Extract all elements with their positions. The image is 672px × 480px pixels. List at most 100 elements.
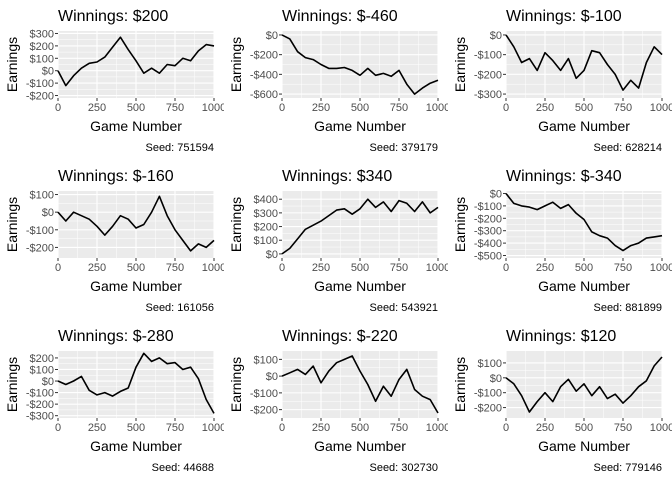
y-tick-label: $0 <box>266 371 278 383</box>
chart-title: Winnings: $340 <box>282 168 392 185</box>
seed-caption: Seed: 881899 <box>593 302 662 314</box>
y-tick-label: $0 <box>266 30 278 42</box>
chart-panel: 0 250 500 750 1000 -$200 -$100 $0 $100 Winnings: … <box>0 160 224 320</box>
x-axis-label: Game Number <box>314 278 406 294</box>
chart-panel: 0 250 500 750 1000 -$300 -$200 -$100 $0 Winnings:… <box>448 0 672 160</box>
y-tick-label: $0 <box>42 66 54 78</box>
y-axis-label: Earnings <box>452 197 468 252</box>
y-tick-label: $0 <box>266 249 278 261</box>
x-tick-label: 500 <box>575 102 593 114</box>
x-axis-label: Game Number <box>538 278 630 294</box>
seed-caption: Seed: 779146 <box>593 462 662 474</box>
y-tick-label: $100 <box>30 53 54 65</box>
x-tick-label: 250 <box>88 262 106 274</box>
y-tick-label: $0 <box>490 373 502 385</box>
x-tick-label: 0 <box>55 102 61 114</box>
y-axis-label: Earnings <box>228 357 244 412</box>
x-tick-label: 250 <box>312 102 330 114</box>
y-tick-label: $0 <box>490 188 502 200</box>
x-tick-label: 750 <box>166 422 184 434</box>
y-tick-label: $0 <box>490 30 502 42</box>
y-tick-label: $200 <box>254 222 278 234</box>
chart-title: Winnings: $-160 <box>58 168 174 185</box>
x-tick-label: 0 <box>503 262 509 274</box>
x-tick-label: 750 <box>390 262 408 274</box>
y-tick-label: $200 <box>30 41 54 53</box>
x-axis-label: Game Number <box>538 118 630 134</box>
y-axis-label: Earnings <box>4 357 20 412</box>
y-tick-label: -$600 <box>250 89 278 101</box>
earnings-line <box>57 195 215 252</box>
chart-svg: 0 250 500 750 1000 -$600 -$400 -$200 $0 Winnings:… <box>228 8 448 154</box>
y-axis-label: Earnings <box>4 37 20 92</box>
y-tick-label: -$300 <box>474 226 502 238</box>
chart-svg: 0 250 500 750 1000 -$200-$100$0$100$200$300 Wi… <box>4 8 224 154</box>
y-tick-label: -$400 <box>474 238 502 250</box>
chart-svg: 0 250 500 750 1000 -$300 -$200 -$100 $0 Winnings:… <box>452 8 672 154</box>
x-tick-label: 0 <box>279 102 285 114</box>
chart-panel: 0 250 500 750 1000 -$300 -$200 -$100 $0 $100 $200 W… <box>0 320 224 480</box>
earnings-line <box>281 355 439 414</box>
earnings-line <box>505 356 663 413</box>
y-tick-label: -$500 <box>474 251 502 263</box>
chart-svg: 0 250 500 750 1000 -$200 -$100 $0 $100 Winnings: … <box>228 328 448 474</box>
x-tick-label: 0 <box>503 102 509 114</box>
y-axis-label: Earnings <box>228 197 244 252</box>
x-tick-label: 750 <box>166 262 184 274</box>
x-tick-label: 1000 <box>426 102 448 114</box>
x-tick-label: 750 <box>614 422 632 434</box>
x-tick-label: 1000 <box>202 102 224 114</box>
x-axis-label: Game Number <box>538 438 630 454</box>
x-tick-label: 250 <box>88 422 106 434</box>
x-tick-label: 750 <box>614 102 632 114</box>
y-tick-label: -$200 <box>474 69 502 81</box>
x-axis-label: Game Number <box>90 438 182 454</box>
x-tick-label: 250 <box>312 422 330 434</box>
x-tick-label: 500 <box>351 262 369 274</box>
chart-panel: 0 250 500 750 1000 -$200 -$100 $0 $100 Winnings: … <box>224 320 448 480</box>
chart-panel: 0 250 500 750 1000 -$600 -$400 -$200 $0 Winnings:… <box>224 0 448 160</box>
y-tick-label: -$100 <box>26 78 54 90</box>
earnings-line <box>281 198 439 255</box>
y-tick-label: $100 <box>478 358 502 370</box>
x-tick-label: 0 <box>55 262 61 274</box>
chart-panel: 0 250 500 750 1000 -$500 -$400 -$300 -$200 -$100 $… <box>448 160 672 320</box>
y-tick-label: -$200 <box>26 399 54 411</box>
x-axis-label: Game Number <box>90 278 182 294</box>
x-tick-label: 0 <box>503 422 509 434</box>
earnings-line <box>505 34 663 91</box>
x-tick-label: 0 <box>279 262 285 274</box>
x-tick-label: 750 <box>614 262 632 274</box>
x-tick-label: 250 <box>536 262 554 274</box>
y-tick-label: $100 <box>254 354 278 366</box>
x-tick-label: 500 <box>351 102 369 114</box>
y-tick-label: -$400 <box>250 69 278 81</box>
x-axis-label: Game Number <box>314 438 406 454</box>
x-tick-label: 0 <box>279 422 285 434</box>
chart-panel: 0 250 500 750 1000 -$200 -$100 $0 $100 Winnings: … <box>448 320 672 480</box>
y-tick-label: -$100 <box>26 225 54 237</box>
x-tick-label: 500 <box>127 102 145 114</box>
y-tick-label: $100 <box>254 235 278 247</box>
x-tick-label: 1000 <box>202 262 224 274</box>
earnings-line <box>57 36 215 87</box>
chart-title: Winnings: $-460 <box>282 8 398 25</box>
x-tick-label: 1000 <box>650 102 672 114</box>
chart-svg: 0 250 500 750 1000 -$200 -$100 $0 $100 Winnings: … <box>452 328 672 474</box>
y-tick-label: -$200 <box>250 405 278 417</box>
x-tick-label: 750 <box>390 422 408 434</box>
earnings-line <box>281 34 439 95</box>
seed-caption: Seed: 44688 <box>152 462 214 474</box>
x-tick-label: 750 <box>390 102 408 114</box>
seed-caption: Seed: 751594 <box>145 142 214 154</box>
y-tick-label: -$300 <box>26 411 54 423</box>
chart-title: Winnings: $-280 <box>58 328 174 345</box>
y-tick-label: -$200 <box>474 213 502 225</box>
x-tick-label: 500 <box>575 262 593 274</box>
y-axis-label: Earnings <box>4 197 20 252</box>
y-tick-label: -$100 <box>474 201 502 213</box>
y-tick-label: -$200 <box>26 242 54 254</box>
x-tick-label: 1000 <box>650 262 672 274</box>
x-tick-label: 500 <box>575 422 593 434</box>
